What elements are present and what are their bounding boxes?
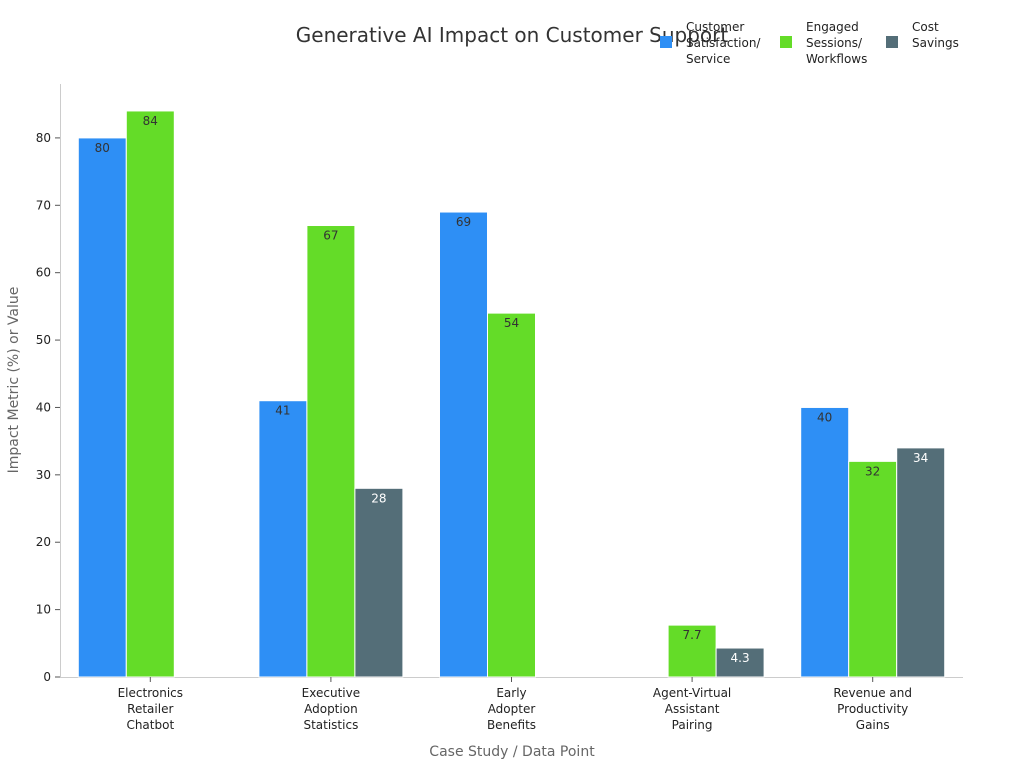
bar-series1-cat1 — [77, 137, 127, 678]
x-axis-ticks: Electronics Retailer Chatbot Executive Adopt… — [118, 677, 912, 732]
bar-series1-cat3 — [439, 211, 488, 678]
bar-series3-cat2 — [354, 487, 404, 678]
x-axis-title: Case Study / Data Point — [429, 744, 595, 760]
bar-series3-cat5 — [896, 447, 946, 678]
y-axis-title: Impact Metric (%) or Value — [6, 287, 22, 474]
legend-swatch — [886, 36, 898, 48]
x-tick-label: Revenue and Productivity Gains — [833, 686, 912, 732]
y-tick-label: 80 — [36, 131, 51, 145]
bar-value-label: 4.3 — [731, 651, 750, 665]
bar-value-label: 40 — [817, 410, 832, 424]
bar-value-label: 84 — [143, 114, 158, 128]
y-tick-label: 40 — [36, 400, 51, 414]
y-tick-label: 60 — [36, 266, 51, 280]
legend-swatch — [780, 36, 792, 48]
y-tick-label: 0 — [43, 670, 51, 684]
y-tick-label: 10 — [36, 603, 51, 617]
bar-series2-cat1 — [125, 110, 175, 678]
x-tick-label: Executive Adoption Statistics — [302, 686, 360, 732]
bar-value-label: 28 — [371, 491, 386, 505]
legend-label: Customer Satisfaction/Service — [686, 20, 761, 66]
bars-group — [77, 110, 946, 678]
y-axis-ticks: 0 10 20 30 40 50 60 70 80 — [36, 131, 60, 684]
y-tick-label: 20 — [36, 535, 51, 549]
bar-value-label: 67 — [323, 229, 338, 243]
bar-series2-cat2 — [306, 225, 356, 678]
bar-series2-cat3 — [487, 312, 536, 678]
bar-series3-cat4 — [715, 647, 765, 678]
bar-series1-cat5 — [800, 406, 850, 678]
y-tick-label: 70 — [36, 198, 51, 212]
bar-value-label: 34 — [913, 451, 928, 465]
chart-title: Generative AI Impact on Customer Support — [296, 23, 729, 47]
bar-value-label: 80 — [95, 141, 110, 155]
bar-value-label: 7.7 — [683, 628, 702, 642]
bar-series2-cat5 — [848, 460, 898, 678]
legend: Customer Satisfaction/Service Engaged Sessi… — [660, 20, 959, 66]
bar-value-label: 41 — [275, 404, 290, 418]
legend-swatch — [660, 36, 672, 48]
x-tick-label: Electronics Retailer Chatbot — [118, 686, 183, 732]
legend-label: Engaged Sessions/Workflows — [806, 20, 867, 66]
y-tick-label: 30 — [36, 468, 51, 482]
bar-value-label: 54 — [504, 316, 519, 330]
y-tick-label: 50 — [36, 333, 51, 347]
bar-value-label: 32 — [865, 464, 880, 478]
bar-labels-group: 80 41 69 40 84 67 54 7.7 32 28 4.3 34 — [95, 114, 929, 665]
x-tick-label: Agent-Virtual Assistant Pairing — [653, 686, 731, 732]
bar-series1-cat2 — [258, 400, 308, 678]
x-tick-label: Early Adopter Benefits — [487, 686, 536, 732]
legend-label: Cost Savings — [912, 20, 959, 50]
bar-value-label: 69 — [456, 215, 471, 229]
